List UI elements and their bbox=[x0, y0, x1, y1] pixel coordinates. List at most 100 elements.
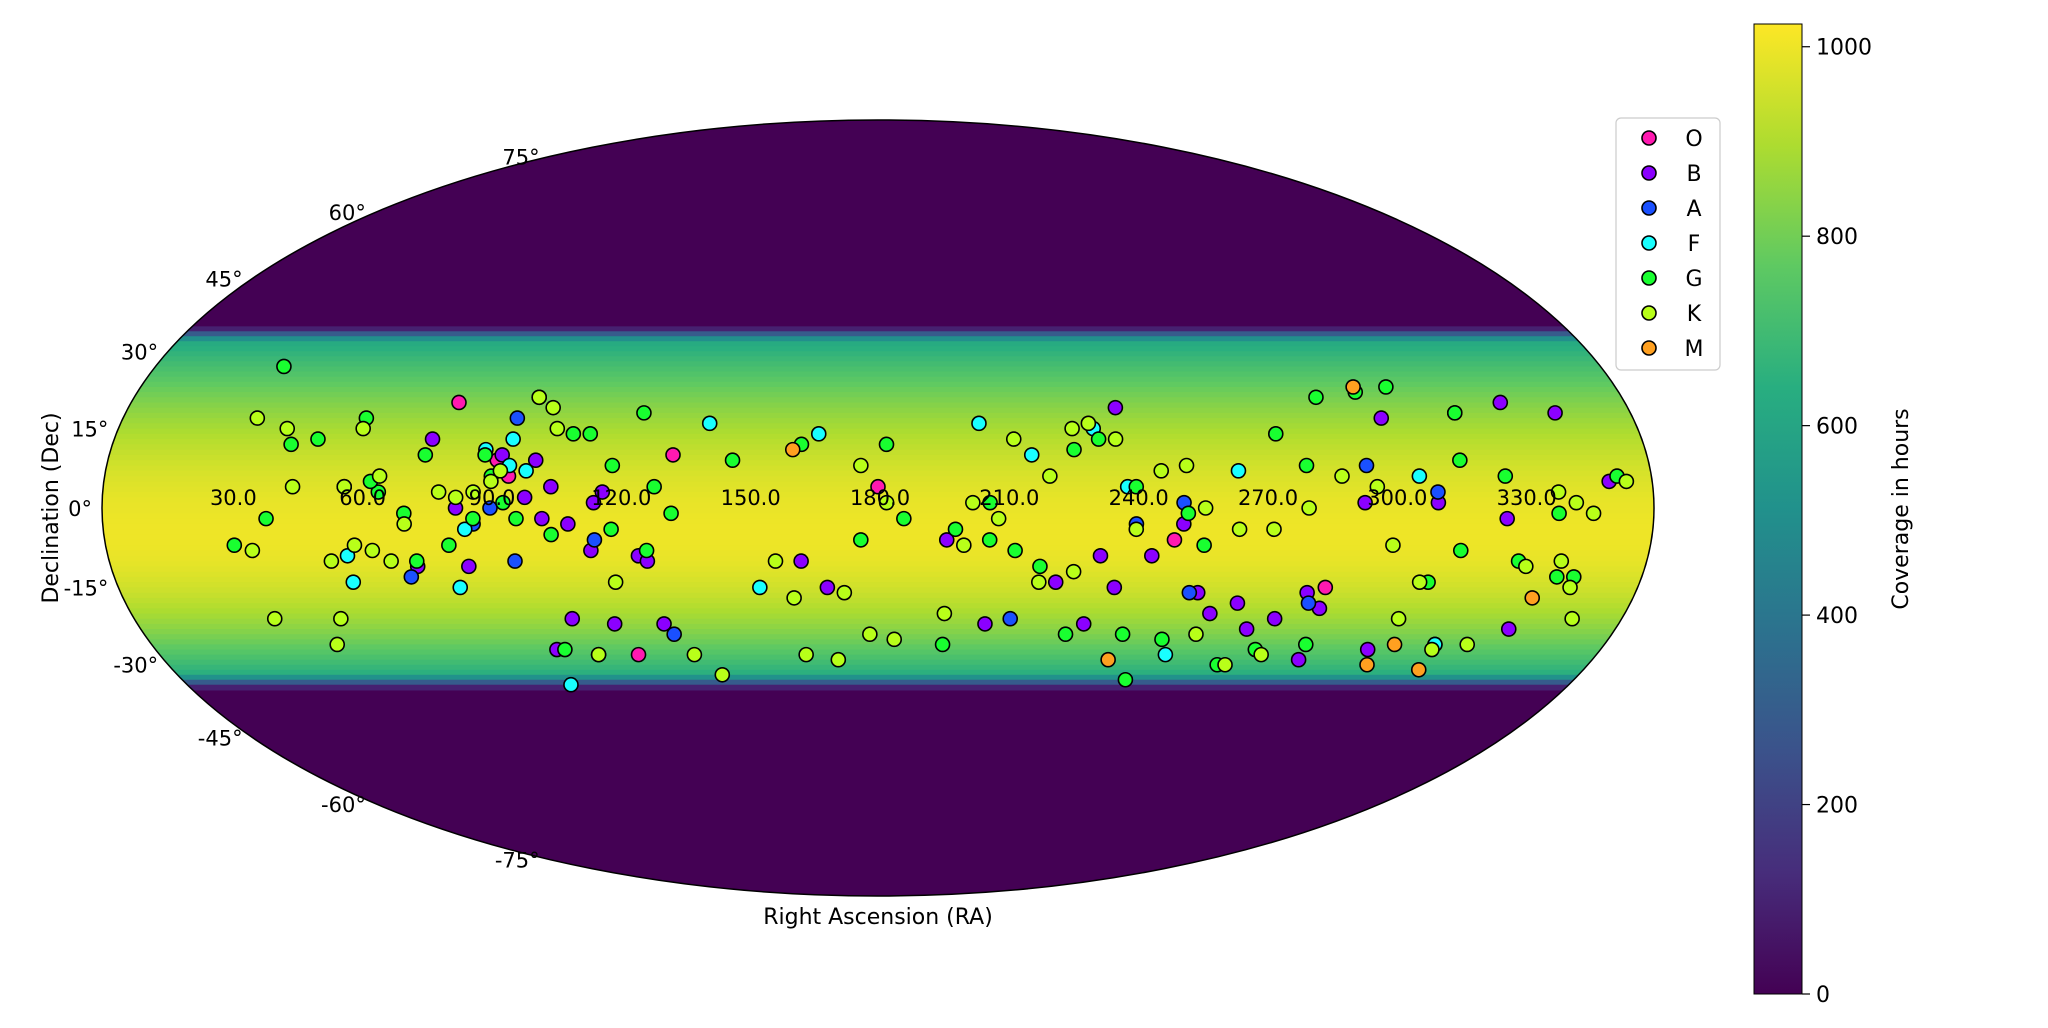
star-point-F bbox=[1023, 447, 1040, 463]
star-point-G bbox=[636, 405, 652, 421]
star-point-A bbox=[1300, 595, 1317, 611]
coverage-strip bbox=[102, 402, 1654, 409]
star-point-K bbox=[853, 457, 869, 474]
star-point-O bbox=[665, 447, 681, 463]
coverage-strip bbox=[102, 371, 1654, 378]
star-point-G bbox=[226, 537, 243, 553]
star-point-G bbox=[1032, 558, 1048, 575]
dec-tick-label: -60° bbox=[321, 793, 366, 817]
star-point-A bbox=[482, 500, 498, 516]
star-point-O bbox=[870, 478, 886, 495]
legend-marker-K bbox=[1641, 305, 1657, 321]
star-point-K bbox=[1390, 610, 1407, 627]
dec-tick-label: -75° bbox=[495, 849, 540, 873]
coverage-strip bbox=[102, 465, 1654, 472]
star-point-G bbox=[878, 436, 895, 453]
star-point-G bbox=[508, 510, 524, 527]
star-point-K bbox=[878, 494, 895, 511]
coverage-strip bbox=[102, 376, 1654, 383]
legend-marker-G bbox=[1641, 270, 1657, 286]
dec-tick-label: 30° bbox=[121, 340, 158, 364]
star-point-K bbox=[965, 494, 981, 511]
star-point-G bbox=[1180, 505, 1197, 522]
star-point-B bbox=[1092, 547, 1109, 564]
star-point-B bbox=[516, 489, 533, 506]
star-point-K bbox=[244, 542, 261, 559]
star-point-A bbox=[1430, 484, 1446, 500]
coverage-strip bbox=[102, 392, 1654, 399]
star-point-K bbox=[990, 510, 1007, 527]
colorbar-tick-label: 1000 bbox=[1816, 36, 1872, 61]
coverage-strip bbox=[102, 336, 1654, 343]
star-point-G bbox=[465, 510, 481, 527]
legend-box bbox=[1615, 117, 1721, 371]
star-point-G bbox=[441, 537, 457, 553]
coverage-strip bbox=[102, 361, 1654, 368]
star-point-M bbox=[1410, 661, 1427, 678]
star-point-G bbox=[557, 641, 573, 658]
colorbar-label: Coverage in hours bbox=[1889, 408, 1914, 609]
coverage-strip bbox=[102, 592, 1654, 599]
ra-tick-label: 210.0 bbox=[979, 486, 1039, 510]
legend-marker-M bbox=[1641, 340, 1657, 356]
ra-tick-label: 60.0 bbox=[339, 486, 386, 510]
star-point-K bbox=[830, 651, 847, 668]
star-point-G bbox=[408, 553, 425, 569]
colorbar-tick-label: 200 bbox=[1816, 794, 1858, 819]
legend-label-M: M bbox=[1685, 337, 1704, 362]
star-point-B bbox=[461, 558, 477, 575]
ra-tick-label: 240.0 bbox=[1109, 486, 1169, 510]
coverage-strip bbox=[102, 439, 1654, 446]
star-point-K bbox=[1065, 563, 1082, 580]
colorbar-tick-label: 400 bbox=[1816, 604, 1858, 629]
coverage-strip bbox=[102, 407, 1654, 414]
dec-tick-label: 45° bbox=[205, 267, 242, 291]
coverage-strip bbox=[102, 555, 1654, 562]
star-point-G bbox=[1154, 631, 1170, 648]
coverage-strip bbox=[102, 571, 1654, 578]
star-point-K bbox=[1301, 500, 1317, 516]
star-point-B bbox=[656, 616, 672, 632]
coverage-strip bbox=[102, 529, 1654, 536]
ra-tick-labels: 30.0 60.0 90.0 120.0 150.0 180.0 210.0 240.0 270… bbox=[210, 486, 1557, 510]
star-point-B bbox=[1290, 651, 1307, 668]
star-point-K bbox=[786, 590, 802, 606]
star-point-K bbox=[886, 631, 903, 648]
star-point-A bbox=[507, 553, 523, 569]
star-point-F bbox=[518, 463, 534, 479]
star-point-K bbox=[371, 468, 388, 484]
star-point-A bbox=[586, 532, 603, 548]
star-point-G bbox=[1378, 379, 1394, 395]
coverage-strip bbox=[102, 582, 1654, 589]
star-point-K bbox=[465, 484, 481, 500]
star-point-G bbox=[1452, 542, 1469, 559]
star-point-B bbox=[527, 452, 544, 469]
ra-tick-label: 30.0 bbox=[210, 486, 257, 510]
dec-tick-label: 60° bbox=[329, 201, 366, 225]
star-point-K bbox=[355, 420, 371, 437]
star-point-G bbox=[853, 532, 869, 548]
coverage-strip bbox=[102, 603, 1654, 610]
star-point-K bbox=[284, 478, 301, 495]
star-point-K bbox=[396, 516, 412, 532]
star-point-F bbox=[505, 431, 521, 447]
coverage-strip bbox=[102, 513, 1654, 520]
star-point-K bbox=[1080, 415, 1097, 432]
coverage-strip bbox=[102, 561, 1654, 568]
star-point-G bbox=[310, 431, 326, 447]
star-point-O bbox=[1166, 532, 1183, 548]
star-point-K bbox=[383, 553, 399, 569]
star-point-G bbox=[1551, 505, 1567, 522]
coverage-strip bbox=[102, 523, 1654, 531]
star-point-K bbox=[1369, 478, 1386, 495]
dec-tick-label: 75° bbox=[502, 145, 539, 169]
star-point-K bbox=[1128, 521, 1145, 538]
coverage-strip bbox=[102, 679, 1654, 686]
star-point-K bbox=[279, 420, 296, 437]
star-point-K bbox=[1031, 574, 1047, 590]
legend-label-K: K bbox=[1687, 302, 1702, 327]
star-point-A bbox=[509, 410, 526, 426]
coverage-strip bbox=[102, 644, 1654, 651]
star-point-K bbox=[836, 584, 853, 601]
star-point-F bbox=[1230, 463, 1247, 479]
